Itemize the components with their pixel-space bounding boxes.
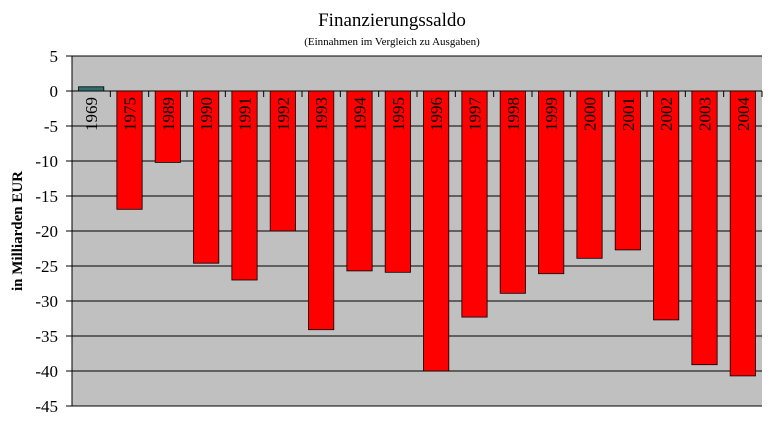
bar-1991 (231, 90, 258, 281)
y-tick-label: -35 (35, 327, 58, 346)
bar-2003 (691, 90, 718, 366)
bar-2004 (729, 90, 756, 377)
x-tick-label: 1994 (351, 97, 370, 132)
x-tick-label: 1992 (274, 97, 293, 131)
bar-1998 (499, 90, 526, 294)
x-tick-label: 1991 (236, 97, 255, 131)
x-tick-label: 1999 (542, 97, 561, 131)
bar-2002 (653, 90, 680, 321)
y-tick-label: -45 (35, 397, 58, 416)
x-tick-label: 1997 (466, 97, 485, 132)
bar-1969 (78, 86, 105, 92)
x-tick-label: 2004 (734, 97, 753, 132)
x-tick-label: 1975 (121, 97, 140, 131)
bar-1989 (154, 90, 181, 163)
x-tick-label: 2003 (696, 97, 715, 131)
bar-1994 (346, 90, 373, 272)
bar-2000 (576, 90, 603, 259)
x-tick-label: 2001 (619, 97, 638, 131)
x-tick-label: 1996 (427, 97, 446, 131)
x-tick-label: 1995 (389, 97, 408, 131)
bar-1995 (384, 90, 411, 273)
y-tick-label: -15 (35, 187, 58, 206)
x-tick-label: 2002 (657, 97, 676, 131)
bar-1999 (538, 90, 565, 275)
bar-1990 (193, 90, 220, 264)
bar-1996 (423, 90, 450, 372)
x-tick-label: 1989 (159, 97, 178, 131)
x-tick-label: 1998 (504, 97, 523, 131)
y-tick-label: 5 (50, 47, 59, 66)
chart-subtitle: (Einnahmen im Vergleich zu Ausgaben) (304, 36, 480, 48)
bar-1975 (116, 90, 143, 210)
y-tick-label: -10 (35, 152, 58, 171)
y-tick-label: -30 (35, 292, 58, 311)
chart-title: Finanzierungssaldo (318, 10, 466, 31)
y-tick-label: -25 (35, 257, 58, 276)
y-tick-label: -5 (44, 117, 58, 136)
bar-1993 (308, 90, 335, 331)
y-axis-label: in Milliarden EUR (10, 171, 26, 291)
bar-2001 (614, 90, 641, 251)
bar-1997 (461, 90, 488, 318)
x-tick-label: 1993 (312, 97, 331, 131)
y-tick-label: -40 (35, 362, 58, 381)
x-tick-label: 1969 (82, 97, 101, 131)
y-tick-label: 0 (50, 82, 59, 101)
x-tick-label: 1990 (197, 97, 216, 131)
x-tick-label: 2000 (581, 97, 600, 131)
bar-1992 (269, 90, 296, 232)
y-tick-label: -20 (35, 222, 58, 241)
